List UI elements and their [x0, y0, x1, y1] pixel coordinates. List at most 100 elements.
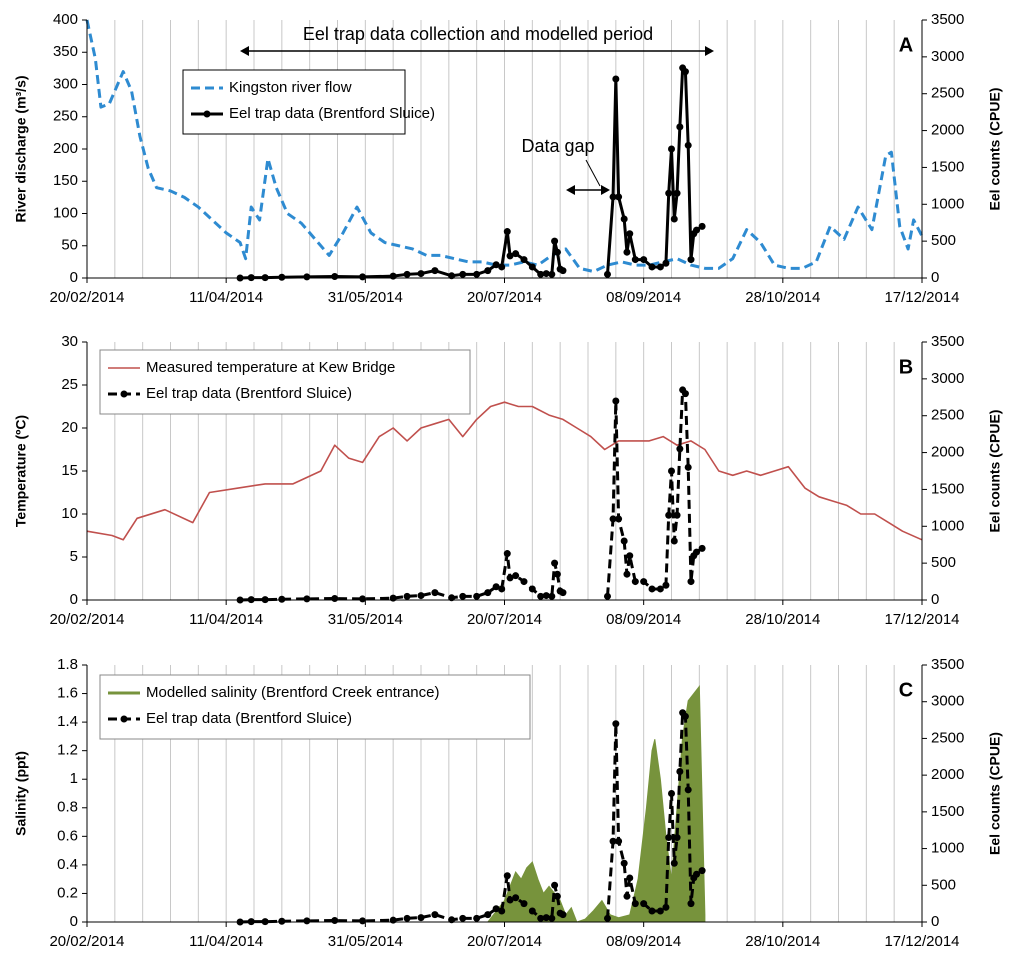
- data-point: [331, 917, 339, 925]
- y-tick-label: 400: [53, 11, 78, 28]
- y2-tick-label: 1500: [931, 480, 964, 497]
- data-point: [459, 914, 467, 922]
- data-point: [503, 228, 511, 236]
- data-point: [676, 767, 684, 775]
- data-point: [662, 903, 670, 911]
- panel-label: C: [899, 679, 913, 701]
- x-tick-label: 11/04/2014: [189, 289, 263, 306]
- annotation-leader: [585, 159, 601, 187]
- y2-tick-label: 3500: [931, 656, 964, 673]
- data-point: [278, 595, 286, 603]
- y2-axis-title: Eel counts (CPUE): [987, 410, 1003, 533]
- legend-label: Measured temperature at Kew Bridge: [146, 359, 395, 376]
- y2-tick-label: 500: [931, 554, 956, 571]
- series-line: [85, 19, 924, 274]
- y-tick-label: 1.2: [57, 742, 78, 759]
- data-point: [431, 267, 439, 275]
- data-point: [626, 230, 634, 238]
- data-point: [389, 272, 397, 280]
- y-tick-label: 0.6: [57, 827, 78, 844]
- data-point: [693, 870, 701, 878]
- data-point: [551, 559, 559, 567]
- data-point: [417, 914, 425, 922]
- data-point: [656, 585, 664, 593]
- x-tick-label: 31/05/2014: [328, 933, 403, 950]
- data-point: [528, 907, 536, 915]
- y2-tick-label: 0: [931, 591, 939, 608]
- y-tick-label: 50: [61, 237, 78, 254]
- legend-label: Modelled salinity (Brentford Creek entra…: [146, 684, 439, 701]
- data-point: [553, 892, 561, 900]
- data-point: [512, 250, 520, 258]
- data-point: [665, 834, 673, 842]
- data-point: [684, 786, 692, 794]
- arrow-head: [705, 46, 714, 56]
- y-tick-label: 25: [61, 376, 78, 393]
- data-point: [623, 892, 631, 900]
- data-point: [640, 578, 648, 586]
- data-point: [359, 917, 367, 925]
- y-tick-label: 150: [53, 172, 78, 189]
- y-tick-label: 100: [53, 204, 78, 221]
- x-tick-label: 11/04/2014: [189, 611, 263, 628]
- data-point: [359, 595, 367, 603]
- legend-label: Eel trap data (Brentford Sluice): [229, 105, 435, 122]
- data-point: [612, 75, 620, 83]
- data-point: [506, 896, 514, 904]
- data-point: [498, 263, 506, 271]
- y-tick-label: 5: [70, 548, 78, 565]
- data-point: [676, 445, 684, 453]
- panel: 0 50 100 150 200 250 300 350 400 0 500 1000 1500 2000…: [13, 11, 1003, 306]
- y-tick-label: 10: [61, 505, 78, 522]
- data-point: [670, 859, 678, 867]
- legend-box: [182, 69, 406, 135]
- data-point: [684, 141, 692, 149]
- x-tick-label: 20/02/2014: [49, 933, 124, 950]
- data-point: [640, 256, 648, 264]
- data-point: [403, 270, 411, 278]
- data-point: [303, 595, 311, 603]
- data-point: [431, 589, 439, 597]
- y-axis-title: River discharge (m³/s): [13, 75, 29, 222]
- x-tick-label: 08/09/2014: [606, 611, 681, 628]
- data-point: [648, 263, 656, 271]
- data-point: [631, 578, 639, 586]
- data-point: [681, 390, 689, 398]
- data-point: [603, 914, 611, 922]
- data-point: [492, 583, 500, 591]
- data-point: [603, 592, 611, 600]
- x-tick-label: 17/12/2014: [884, 289, 959, 306]
- data-point: [656, 907, 664, 915]
- series-line: [86, 401, 923, 541]
- data-point: [648, 585, 656, 593]
- annotation: Eel trap data collection and modelled pe…: [303, 24, 653, 44]
- data-point: [473, 914, 481, 922]
- x-tick-label: 20/07/2014: [467, 289, 542, 306]
- data-point: [681, 68, 689, 76]
- data-point: [389, 594, 397, 602]
- data-point: [620, 537, 628, 545]
- x-tick-label: 08/09/2014: [606, 933, 681, 950]
- data-point: [670, 215, 678, 223]
- data-point: [609, 515, 617, 523]
- y2-axis-title: Eel counts (CPUE): [987, 732, 1003, 855]
- legend-label: Kingston river flow: [229, 79, 352, 96]
- legend-box: [99, 349, 471, 415]
- y-tick-label: 20: [61, 419, 78, 436]
- data-point: [648, 907, 656, 915]
- y2-tick-label: 1500: [931, 158, 964, 175]
- data-point: [551, 237, 559, 245]
- x-tick-label: 20/07/2014: [467, 933, 542, 950]
- data-point: [431, 911, 439, 919]
- data-point: [603, 270, 611, 278]
- data-point: [615, 837, 623, 845]
- data-point: [528, 263, 536, 271]
- y-tick-label: 30: [61, 333, 78, 350]
- data-point: [612, 397, 620, 405]
- y2-tick-label: 3000: [931, 693, 964, 710]
- data-point: [473, 270, 481, 278]
- data-point: [498, 907, 506, 915]
- data-point: [520, 256, 528, 264]
- data-point: [623, 570, 631, 578]
- y2-tick-label: 1500: [931, 803, 964, 820]
